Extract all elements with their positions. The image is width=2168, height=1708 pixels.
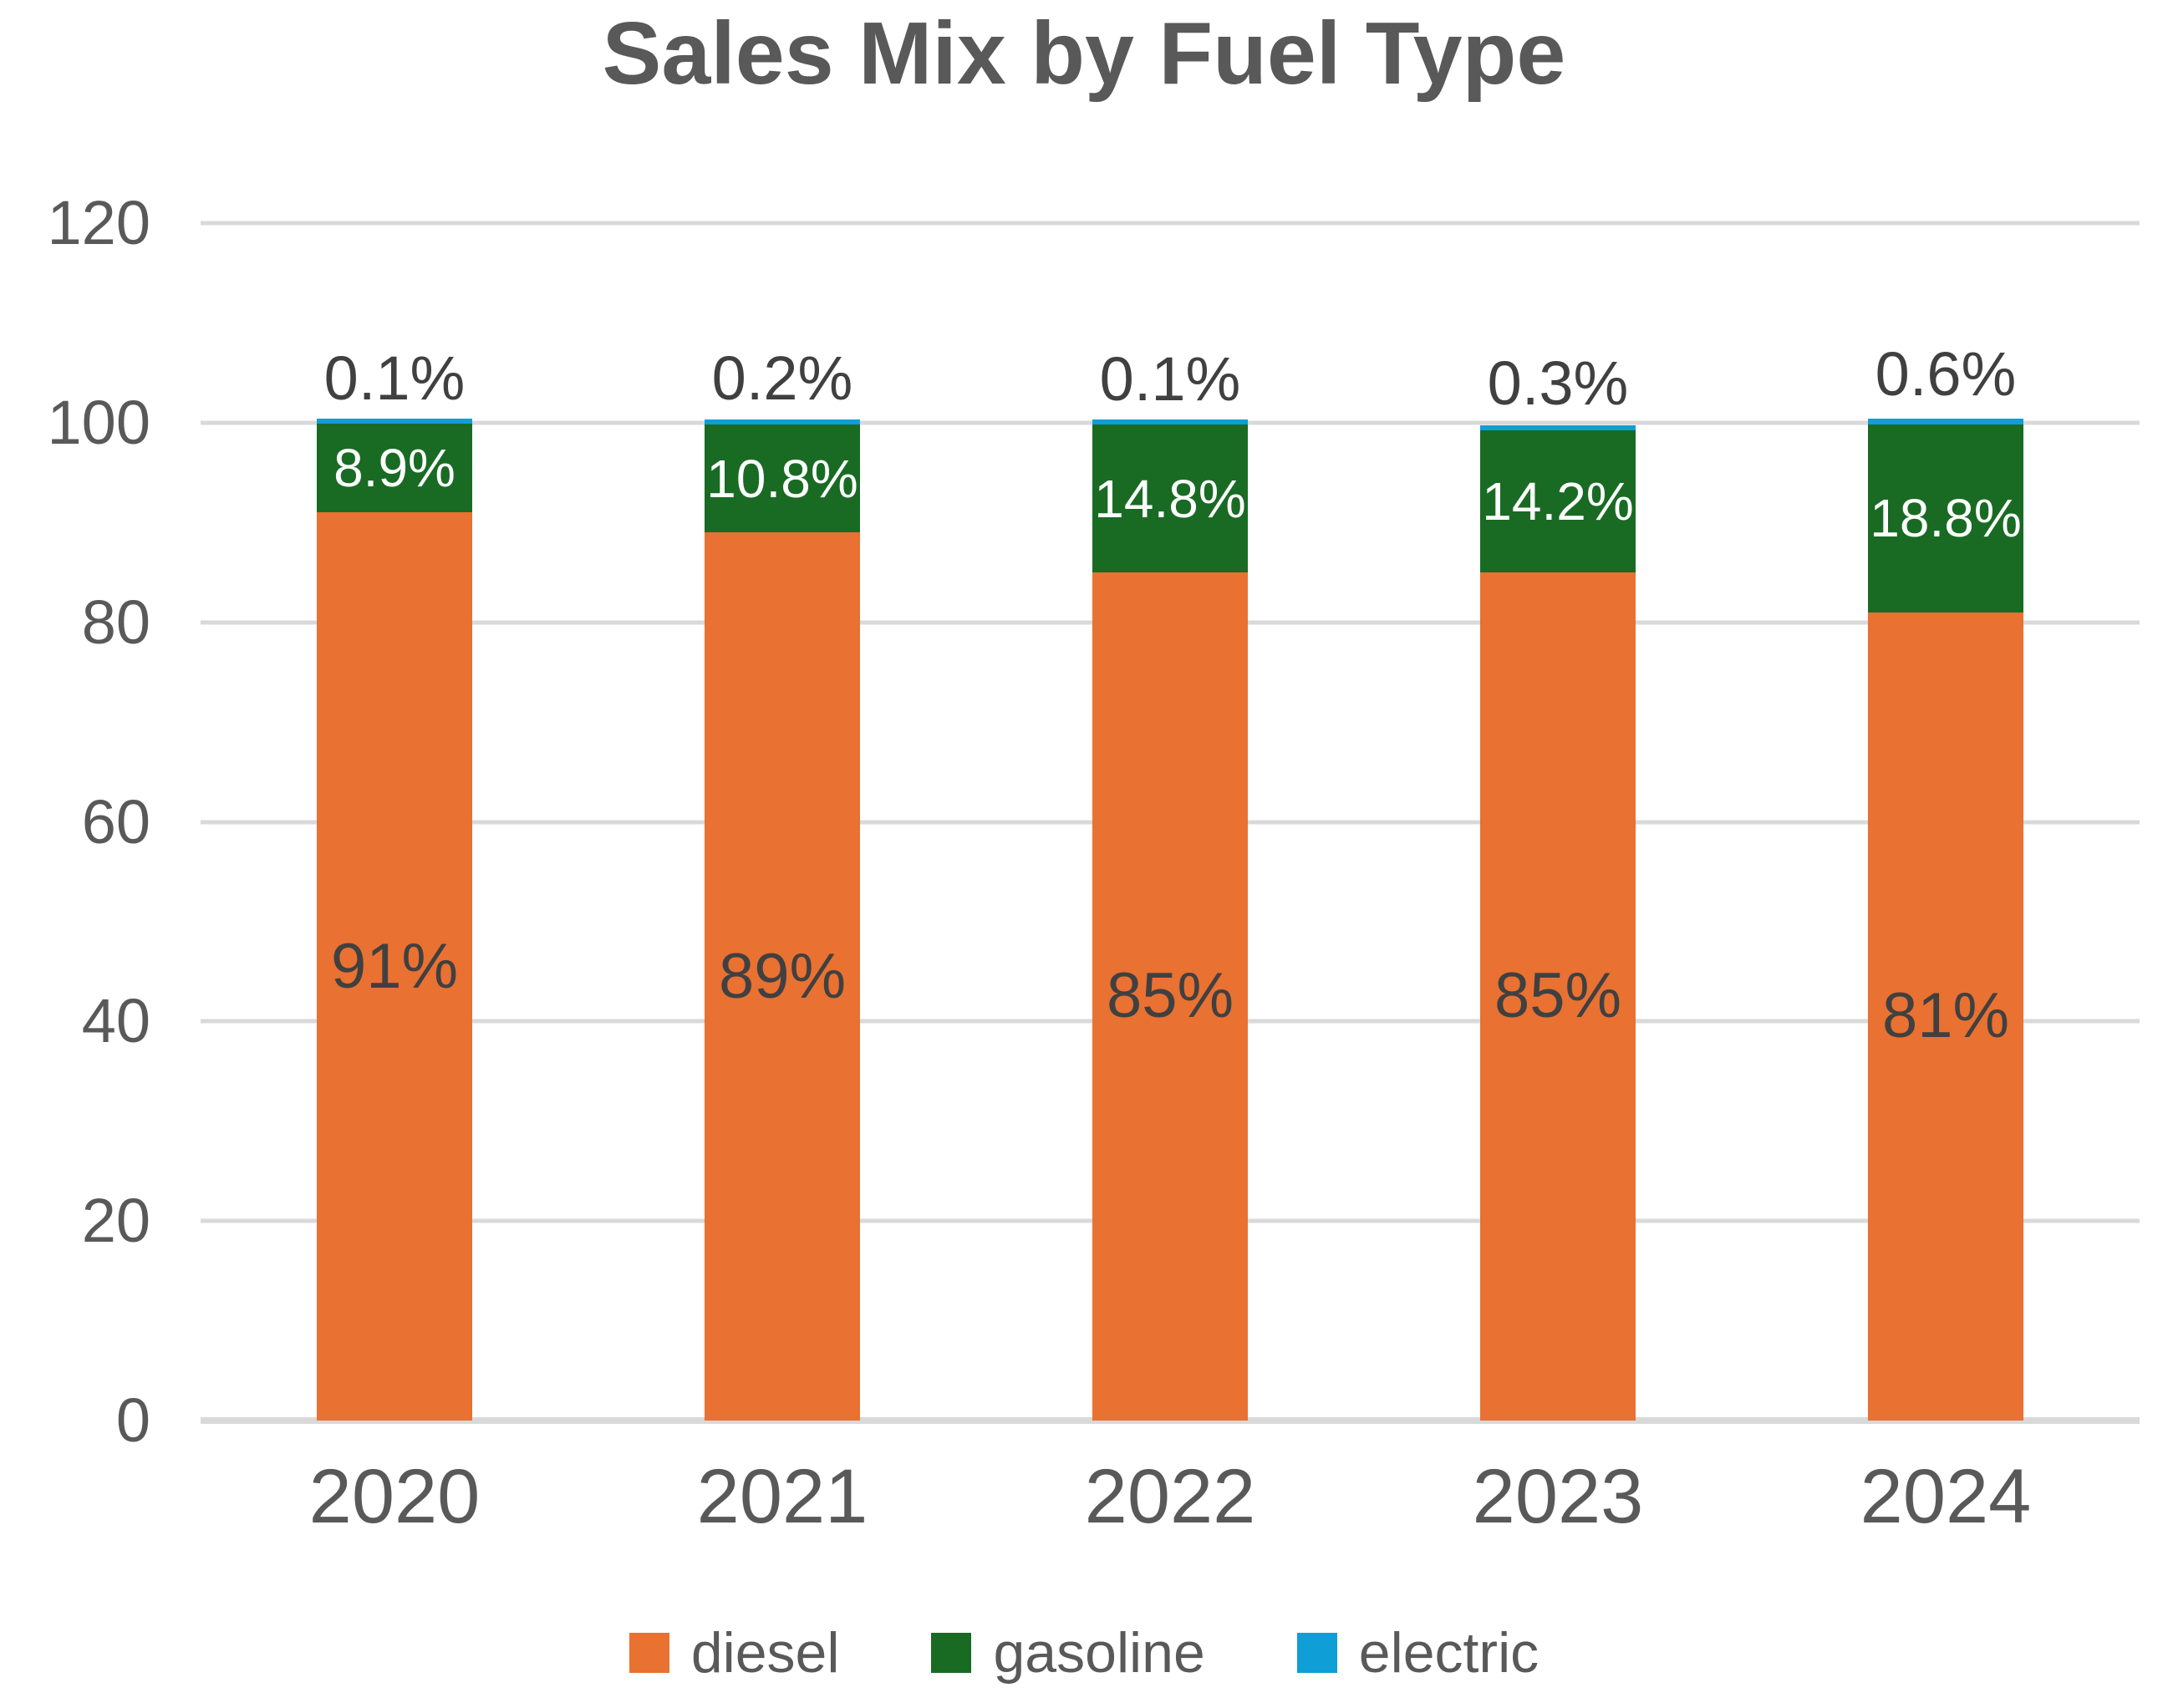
y-axis-tick-label: 100: [47, 387, 150, 457]
gridline-120: [201, 221, 2140, 226]
bar-segment-diesel-2020: [317, 512, 472, 1421]
plot-area: 91% 8.9% 0.1% 89% 10.8% 0.2% 85% 14.8% 0.1% 85% 14…: [201, 221, 2140, 1424]
data-label-gasoline-2021: 10.8%: [706, 448, 858, 509]
legend-label-gasoline: gasoline: [993, 1621, 1205, 1685]
legend-swatch-icon-electric: [1296, 1633, 1337, 1673]
bar-column-2022: 85% 14.8% 0.1%: [976, 223, 1364, 1421]
legend-label-diesel: diesel: [690, 1621, 840, 1685]
data-label-diesel-2022: 85%: [1106, 960, 1234, 1032]
bar-segment-electric-2022: [1092, 419, 1248, 425]
bar-segment-diesel-2024: [1868, 612, 2023, 1421]
bar-segment-electric-2021: [705, 419, 860, 425]
bar-segment-diesel-2021: [705, 532, 860, 1421]
bar-column-2024: 81% 18.8% 0.6%: [1752, 223, 2140, 1421]
data-label-electric-2023: 0.3%: [1487, 348, 1629, 418]
y-axis-tick-label: 60: [81, 786, 150, 857]
y-axis: 0 20 40 60 80 100 120: [0, 192, 150, 1451]
data-label-electric-2020: 0.1%: [323, 343, 466, 413]
bar-segment-electric-2023: [1480, 425, 1636, 431]
x-axis-label-2023: 2023: [1472, 1454, 1644, 1539]
y-axis-tick-label: 80: [81, 587, 150, 657]
data-label-gasoline-2024: 18.8%: [1870, 488, 2022, 549]
data-label-diesel-2023: 85%: [1494, 960, 1622, 1032]
legend-item-diesel: diesel: [629, 1621, 840, 1685]
data-label-electric-2022: 0.1%: [1099, 344, 1241, 414]
legend-item-gasoline: gasoline: [931, 1621, 1205, 1685]
legend-swatch-icon-diesel: [629, 1633, 669, 1673]
data-label-gasoline-2020: 8.9%: [333, 438, 455, 499]
x-axis-label-2022: 2022: [1084, 1454, 1256, 1539]
bar-segment-diesel-2022: [1092, 572, 1248, 1421]
data-label-electric-2024: 0.6%: [1875, 339, 2017, 409]
y-axis-tick-label: 120: [47, 188, 150, 257]
bar-column-2020: 91% 8.9% 0.1%: [201, 223, 588, 1421]
x-axis-label-2021: 2021: [696, 1454, 868, 1539]
bar-column-2021: 89% 10.8% 0.2%: [588, 223, 976, 1421]
bar-segment-gasoline-2023: [1480, 430, 1636, 572]
bar-segment-electric-2020: [317, 419, 472, 424]
data-label-gasoline-2022: 14.8%: [1094, 468, 1246, 529]
bar-segment-gasoline-2024: [1868, 424, 2023, 613]
data-label-diesel-2024: 81%: [1881, 980, 2010, 1052]
data-label-diesel-2020: 91%: [330, 930, 459, 1002]
legend-swatch-icon-gasoline: [931, 1633, 972, 1673]
bar-segment-electric-2024: [1868, 419, 2023, 425]
y-axis-tick-label: 0: [115, 1385, 150, 1455]
bar-column-2023: 85% 14.2% 0.3%: [1364, 223, 1752, 1421]
x-axis-label-2024: 2024: [1860, 1454, 2032, 1539]
legend: diesel gasoline electric: [0, 1624, 2168, 1681]
legend-item-electric: electric: [1296, 1621, 1539, 1685]
gridline-0: [201, 1417, 2140, 1424]
data-label-diesel-2021: 89%: [718, 940, 847, 1012]
x-axis-label-2020: 2020: [308, 1454, 481, 1539]
bar-segment-gasoline-2022: [1092, 424, 1248, 572]
legend-label-electric: electric: [1358, 1621, 1539, 1685]
y-axis-tick-label: 40: [81, 986, 150, 1056]
data-label-electric-2021: 0.2%: [711, 343, 853, 413]
data-label-gasoline-2023: 14.2%: [1482, 471, 1634, 532]
bar-segment-diesel-2023: [1480, 572, 1636, 1421]
bar-segment-gasoline-2020: [317, 424, 472, 513]
bar-segment-gasoline-2021: [705, 424, 860, 533]
chart-title: Sales Mix by Fuel Type: [602, 4, 1566, 103]
y-axis-tick-label: 20: [81, 1186, 150, 1256]
